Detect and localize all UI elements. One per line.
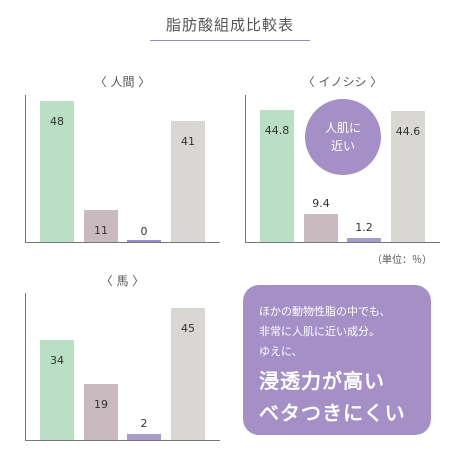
bar-label-boar-3: 1.2 (355, 221, 373, 235)
info-line-2: 非常に人肌に近い成分。 (259, 325, 380, 338)
page-title: 脂肪酸組成比較表 (165, 16, 294, 34)
chart-human-x-axis (25, 242, 220, 243)
bar-horse-3 (127, 434, 161, 440)
bar-label-human-3: 0 (140, 225, 148, 238)
chart-title-human: 〈 人間 〉 (94, 75, 151, 89)
chart-title-boar: 〈 イノシシ 〉 (302, 75, 383, 89)
title-underline (150, 40, 310, 41)
bar-human-2 (84, 209, 118, 242)
bar-label-horse-1: 34 (50, 354, 64, 368)
info-box: ほかの動物性脂の中でも、 非常に人肌に近い成分。 ゆえに、 浸透力が高い ベタつ… (243, 285, 431, 435)
bar-horse-4 (171, 307, 205, 440)
bar-human-1 (40, 100, 74, 242)
badge-line-2: 近い (330, 139, 355, 153)
bar-label-boar-2: 9.4 (312, 197, 330, 211)
badge-line-1: 人肌に (324, 121, 361, 135)
bar-label-boar-4: 44.6 (395, 124, 421, 138)
bar-human-4 (171, 121, 205, 242)
info-highlight-1: 浸透力が高い (259, 369, 385, 393)
bar-human-3 (127, 240, 161, 242)
bar-horse-2 (84, 384, 118, 440)
bar-label-horse-3: 2 (140, 417, 148, 431)
chart-boar-x-axis (245, 242, 440, 243)
bar-label-human-1: 48 (50, 114, 64, 128)
bar-boar-4 (391, 110, 425, 242)
info-line-3: ゆえに、 (259, 345, 303, 358)
bar-boar-2 (304, 214, 338, 242)
bar-boar-1 (260, 110, 294, 242)
chart-title-horse: 〈 馬 〉 (100, 274, 145, 288)
skin-like-badge: 人肌に 近い (305, 99, 381, 175)
bar-label-horse-2: 19 (94, 398, 108, 412)
bar-label-human-4: 41 (181, 135, 195, 149)
bar-label-human-2: 11 (94, 223, 108, 237)
bar-boar-3 (347, 238, 381, 242)
info-highlight-2: ベタつきにくい (259, 401, 406, 425)
chart-horse-y-axis (25, 293, 26, 440)
chart-horse-x-axis (25, 440, 220, 441)
bar-horse-1 (40, 340, 74, 440)
chart-human-y-axis (25, 95, 26, 242)
unit-note: （単位：％） (372, 255, 432, 266)
info-line-1: ほかの動物性脂の中でも、 (259, 305, 391, 318)
bar-label-boar-1: 44.8 (264, 124, 290, 138)
chart-boar-y-axis (245, 95, 246, 242)
bar-label-horse-4: 45 (181, 321, 195, 335)
